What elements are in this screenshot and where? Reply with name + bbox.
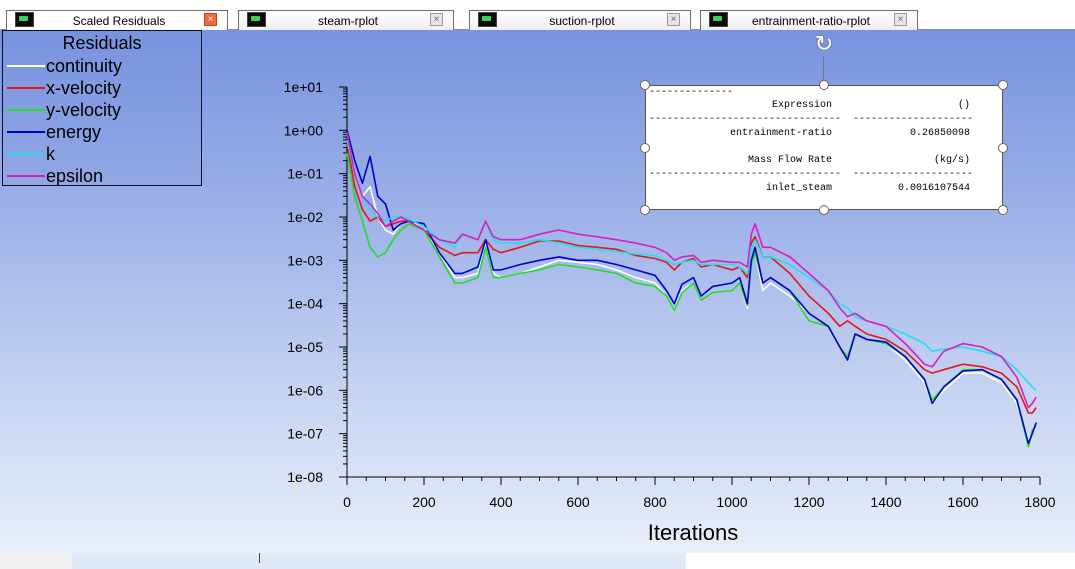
tab-steam-rplot[interactable]: steam-rplot × (238, 10, 454, 30)
plot-window-icon (709, 12, 728, 27)
legend-swatch (7, 109, 45, 111)
legend-item-continuity: continuity (3, 55, 199, 77)
tab-label: entrainment-ratio-rplot (751, 14, 871, 28)
plot-window-icon (478, 12, 497, 27)
x-axis-title: Iterations (648, 520, 739, 545)
report-definition-box[interactable]: -------------- Expression () -----------… (645, 85, 1003, 210)
report-rule: -------------------------------- -------… (649, 169, 974, 180)
tab-label: suction-rplot (549, 14, 615, 28)
rotate-handle-stem (823, 56, 824, 81)
chart-axes: 1e+01 1e+00 1e-01 1e-02 1e-03 1e-04 1e-05 1e-06… (284, 79, 1056, 510)
y-tick-label: 1e-07 (287, 426, 323, 442)
legend-item-k: k (3, 143, 199, 165)
tab-bar: Scaled Residuals × steam-rplot × suction… (0, 0, 1075, 31)
legend-swatch (7, 65, 45, 67)
legend-label: continuity (46, 56, 123, 76)
resize-handle[interactable] (998, 80, 1008, 90)
legend-swatch (7, 87, 45, 89)
resize-handle[interactable] (998, 143, 1008, 153)
x-tick-label: 600 (566, 494, 590, 510)
y-tick-label: 1e-05 (287, 339, 323, 355)
legend-item-energy: energy (3, 121, 199, 143)
status-strip (0, 553, 1075, 569)
y-tick-label: 1e-04 (287, 296, 323, 312)
status-divider (259, 553, 260, 563)
legend-title: Residuals (62, 33, 142, 53)
close-icon[interactable]: × (204, 13, 217, 26)
report-row-name: entrainment-ratio (729, 128, 832, 139)
y-tick-label: 1e-02 (287, 209, 323, 225)
status-segment (72, 553, 686, 569)
rotate-icon[interactable]: ↻ (814, 31, 834, 56)
resize-handle[interactable] (998, 205, 1008, 215)
chart-series (346, 130, 1037, 448)
tab-scaled-residuals[interactable]: Scaled Residuals × (6, 10, 228, 31)
close-icon[interactable]: × (667, 13, 680, 26)
residuals-chart: 1e+01 1e+00 1e-01 1e-02 1e-03 1e-04 1e-05 1e-06… (284, 79, 1056, 545)
x-tick-label: 0 (343, 494, 351, 510)
legend-label: k (46, 144, 55, 164)
close-icon[interactable]: × (894, 13, 907, 26)
report-header-unit: (kg/s) (933, 155, 970, 166)
tab-entrainment-ratio-rplot[interactable]: entrainment-ratio-rplot × (700, 10, 918, 30)
x-tick-label: 400 (489, 494, 513, 510)
legend-label: epsilon (46, 166, 104, 186)
legend-swatch (7, 131, 45, 133)
x-tick-label: 1200 (793, 494, 824, 510)
legend-item-y-velocity: y-velocity (3, 99, 199, 121)
plot-window-icon (247, 12, 266, 27)
tab-label: Scaled Residuals (72, 14, 166, 28)
x-tick-label: 1400 (870, 494, 901, 510)
series-line-epsilon (346, 132, 1037, 409)
y-tick-label: 1e+00 (284, 122, 324, 138)
report-header-unit: () (957, 100, 970, 111)
tab-label: steam-rplot (317, 14, 379, 28)
report-row-value: 0.0016107544 (897, 183, 970, 194)
x-tick-label: 1000 (716, 494, 747, 510)
series-line-k (346, 139, 1037, 391)
y-tick-label: 1e-08 (287, 469, 323, 485)
legend-item-x-velocity: x-velocity (3, 77, 199, 99)
legend-item-epsilon: epsilon (3, 165, 199, 187)
y-tick-label: 1e-06 (287, 382, 323, 398)
y-tick-label: 1e-01 (287, 166, 323, 182)
status-segment (0, 553, 72, 569)
resize-handle[interactable] (819, 80, 829, 90)
x-tick-label: 800 (643, 494, 667, 510)
close-icon[interactable]: × (430, 13, 443, 26)
series-line-x-velocity (346, 143, 1037, 414)
resize-handle[interactable] (640, 80, 650, 90)
y-tick-label: 1e+01 (284, 79, 324, 95)
report-row-value: 0.26850098 (909, 128, 970, 139)
x-tick-label: 200 (412, 494, 436, 510)
legend-label: x-velocity (46, 78, 122, 98)
y-tick-label: 1e-03 (287, 252, 323, 268)
report-row-name: inlet_steam (765, 183, 832, 194)
legend[interactable]: Residuals continuity x-velocity y-veloci… (2, 30, 202, 186)
resize-handle[interactable] (640, 205, 650, 215)
legend-label: y-velocity (46, 100, 122, 120)
report-header-name: Expression (771, 100, 832, 111)
resize-handle[interactable] (819, 205, 829, 215)
plot-window-icon (15, 12, 34, 27)
legend-swatch (7, 175, 45, 177)
legend-swatch (7, 153, 45, 155)
report-header-name: Mass Flow Rate (747, 155, 832, 166)
x-tick-label: 1800 (1024, 494, 1055, 510)
x-tick-label: 1600 (947, 494, 978, 510)
report-rule: -------------------------------- -------… (649, 114, 974, 125)
tab-suction-rplot[interactable]: suction-rplot × (469, 10, 691, 30)
legend-label: energy (46, 122, 102, 142)
resize-handle[interactable] (640, 143, 650, 153)
report-rule: -------------- (649, 87, 734, 98)
